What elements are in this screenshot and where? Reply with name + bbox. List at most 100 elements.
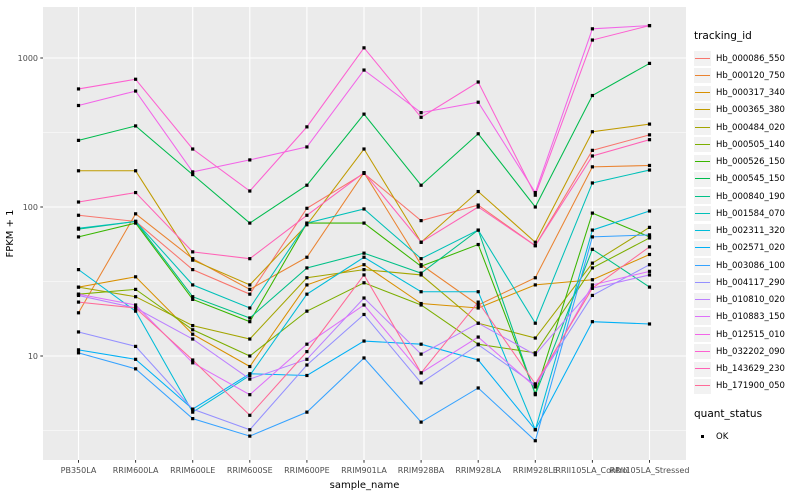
data-point — [191, 258, 195, 262]
data-point — [76, 300, 81, 304]
data-point — [191, 268, 195, 272]
data-point — [76, 348, 81, 352]
data-point — [590, 181, 594, 185]
data-point — [647, 168, 652, 172]
data-point — [476, 306, 480, 310]
legend-key-line — [695, 299, 710, 301]
x-axis-title: sample_name — [330, 480, 400, 491]
legend-item-label: Hb_171900_050 — [716, 381, 785, 392]
data-point — [647, 23, 652, 28]
data-point — [191, 172, 195, 177]
data-point — [419, 183, 423, 187]
y-axis-title: FPKM + 1 — [5, 209, 16, 257]
data-point — [647, 269, 652, 273]
legend-key-swatch — [694, 206, 711, 222]
data-point — [476, 228, 480, 232]
data-point — [191, 250, 195, 254]
data-point — [248, 158, 252, 162]
legend-item-Hb_002571_020: Hb_002571_020 — [694, 240, 800, 257]
data-point — [76, 311, 81, 315]
data-point — [647, 273, 652, 277]
data-point — [76, 169, 81, 173]
data-point — [305, 145, 309, 149]
data-point — [647, 133, 652, 137]
data-point — [647, 263, 652, 267]
data-point — [248, 428, 252, 432]
data-point — [305, 350, 309, 354]
data-point — [533, 353, 537, 357]
data-point — [362, 171, 366, 175]
data-point — [362, 207, 366, 211]
data-point — [533, 336, 537, 340]
data-point — [76, 351, 81, 355]
legend-item-label: Hb_002571_020 — [716, 243, 785, 254]
legend-item-label: Hb_003086_100 — [716, 260, 785, 271]
data-point — [590, 266, 594, 270]
x-tick-label: RRIM928LA — [455, 466, 501, 475]
tracking-id-legend-items: Hb_000086_550 Hb_000120_750 Hb_000317_340 H… — [694, 50, 800, 395]
data-point — [134, 344, 138, 348]
legend-key-swatch — [694, 68, 711, 84]
data-point — [476, 343, 480, 347]
data-point — [362, 273, 366, 277]
data-point — [305, 213, 309, 217]
data-point — [362, 251, 366, 255]
data-point — [248, 189, 252, 193]
data-point — [134, 357, 138, 361]
data-point — [533, 428, 537, 432]
data-point — [305, 357, 309, 361]
data-point — [134, 309, 138, 313]
data-point — [419, 273, 423, 277]
legend: tracking_id Hb_000086_550 Hb_000120_750 Hb… — [694, 30, 800, 445]
legend-key-point — [700, 434, 705, 439]
data-point — [248, 364, 252, 369]
legend-item-label: Hb_001584_070 — [716, 208, 785, 219]
data-point — [191, 407, 195, 411]
data-point — [647, 245, 652, 249]
data-point — [419, 115, 423, 119]
legend-item-label: Hb_000545_150 — [716, 174, 785, 185]
data-point — [191, 337, 195, 341]
legend-item-label: Hb_000120_750 — [716, 70, 785, 81]
data-point — [76, 235, 81, 239]
data-point — [248, 413, 252, 417]
data-point — [419, 371, 423, 375]
data-point — [362, 268, 366, 272]
data-point — [476, 189, 480, 194]
data-point — [248, 306, 252, 310]
legend-key-line — [695, 230, 710, 232]
data-point — [533, 393, 537, 397]
data-point — [647, 61, 652, 65]
data-point — [305, 183, 309, 187]
legend-item-Hb_000526_150: Hb_000526_150 — [694, 154, 800, 171]
legend-item-label: Hb_000840_190 — [716, 191, 785, 202]
legend-key-line — [695, 178, 710, 180]
data-point — [305, 221, 309, 225]
data-point — [419, 257, 423, 261]
quant-status-legend-title: quant_status — [694, 408, 763, 420]
legend-key-swatch — [694, 378, 711, 394]
data-point — [248, 434, 252, 438]
data-point — [476, 321, 480, 325]
legend-key-swatch — [694, 429, 711, 445]
legend-key-line — [695, 92, 710, 94]
legend-item-Hb_004117_290: Hb_004117_290 — [694, 274, 800, 291]
legend-item-Hb_143629_230: Hb_143629_230 — [694, 361, 800, 378]
legend-item-label: Hb_032202_090 — [716, 346, 785, 357]
data-point — [590, 165, 594, 169]
data-point — [248, 320, 252, 324]
x-tick-label: RRIM600LE — [170, 466, 215, 475]
x-tick-label: RRII105LA_Stressed — [610, 466, 690, 475]
gridlines — [43, 7, 686, 460]
data-point — [590, 228, 594, 232]
legend-key-line — [695, 333, 710, 335]
data-point — [590, 247, 594, 251]
data-point — [305, 309, 309, 313]
data-point — [191, 417, 195, 421]
data-point — [305, 292, 309, 296]
data-point — [647, 209, 652, 213]
data-point — [476, 290, 480, 294]
data-points — [76, 23, 652, 443]
data-point — [191, 283, 195, 287]
data-point — [476, 300, 480, 304]
